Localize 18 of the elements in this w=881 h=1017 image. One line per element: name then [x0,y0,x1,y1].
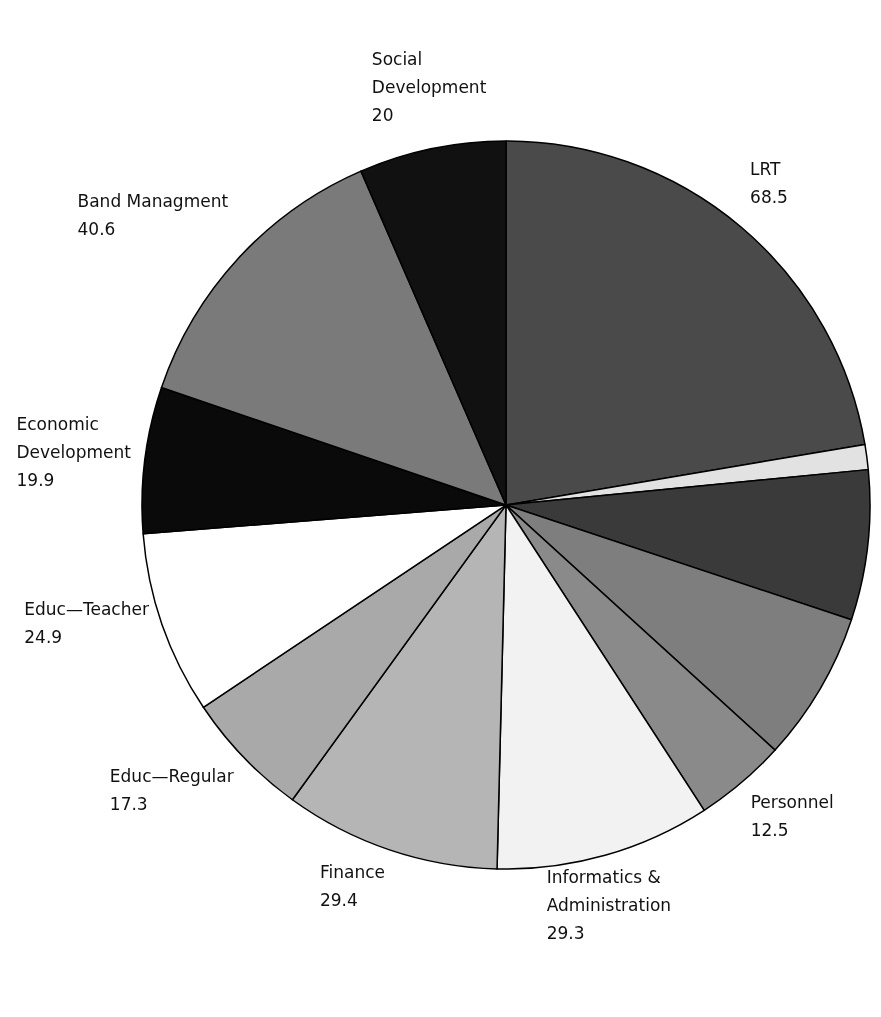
data-label: 19.9 [16,470,55,491]
data-label: 20 [371,105,394,126]
data-label: 29.3 [546,923,585,944]
data-label: 40.6 [77,219,116,240]
data-label: 24.9 [24,627,63,648]
slice-label: Economic Development [16,414,132,463]
slice-label: Finance [319,861,386,882]
slice-label: Educ—Teacher [24,599,149,620]
data-label: 17.3 [109,793,148,814]
slice-label: Band Managment [77,191,229,212]
slice-label: LRT [750,158,782,179]
data-label: 29.4 [319,889,358,910]
data-label: 68.5 [750,186,788,207]
slice-label: Social Development [371,49,487,98]
slice-label: Educ—Regular [109,765,234,786]
slice-label: Informatics & Administration [546,867,672,916]
slice-label: Personnel [750,791,834,812]
data-label: 12.5 [750,819,789,840]
